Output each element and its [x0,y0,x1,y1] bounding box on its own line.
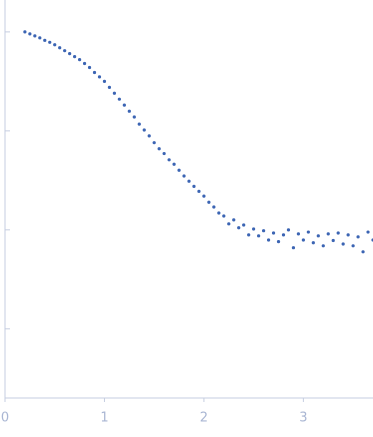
point [301,238,305,242]
point [331,238,335,243]
point [247,233,251,237]
point [271,231,276,235]
point [311,241,315,245]
point [33,34,37,38]
point [351,244,355,248]
point [43,38,47,42]
point [23,30,27,34]
point [257,234,261,238]
x-tick-label: 1 [100,411,108,426]
point [172,162,176,166]
x-tick-label: 3 [299,411,307,426]
point [366,230,370,234]
point [152,141,156,145]
point [276,240,281,244]
point [127,109,131,113]
point [336,231,340,235]
point [341,242,345,246]
point [77,57,82,62]
point [147,134,151,138]
x-tick-label: 2 [200,411,208,426]
point [107,85,112,89]
point [28,32,32,36]
point [207,200,211,204]
point [97,75,102,79]
point [87,65,92,70]
point [82,61,87,66]
point [63,49,67,53]
point [261,229,266,233]
point [102,79,107,84]
point [356,235,360,239]
point [167,158,171,162]
point [187,179,191,183]
point [197,189,201,193]
point [306,230,310,234]
point [142,128,146,132]
point [316,234,320,238]
point [122,103,126,107]
point [361,250,365,254]
x-tick-label: 0 [1,411,9,426]
point [117,97,121,101]
point [237,226,241,230]
point [286,228,291,232]
point [281,233,286,237]
point [321,244,325,248]
point [346,233,350,237]
point [252,227,256,231]
point [326,232,330,236]
point [266,238,271,242]
point [53,43,57,47]
point [202,194,206,198]
point [137,122,141,126]
point [182,174,186,178]
point [296,232,301,236]
point [157,147,161,151]
point [68,52,72,56]
point [58,46,62,50]
point [232,218,236,222]
point [227,222,231,226]
point [92,70,97,75]
point [212,205,216,209]
point [38,36,42,40]
point [73,55,77,59]
point [192,184,196,188]
point [217,211,221,215]
point [162,151,166,156]
point [222,214,226,218]
point [112,91,117,95]
point [48,40,52,44]
point [291,246,296,250]
point [177,168,181,172]
point [132,115,136,119]
point [242,223,246,227]
